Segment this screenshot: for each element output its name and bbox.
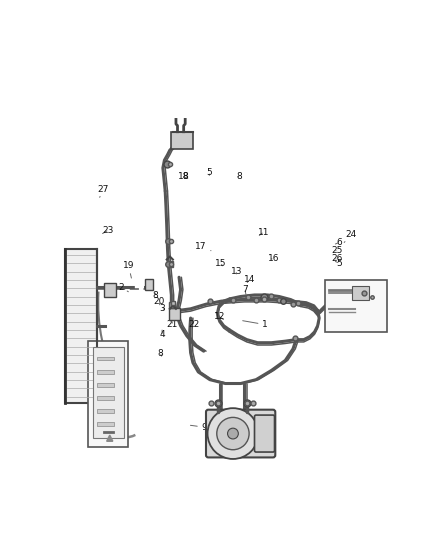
Text: 17: 17 xyxy=(195,242,211,251)
Polygon shape xyxy=(107,435,113,441)
Bar xyxy=(169,308,180,320)
Bar xyxy=(97,422,114,426)
Text: 5: 5 xyxy=(206,168,212,177)
Bar xyxy=(103,282,116,296)
Text: 10: 10 xyxy=(94,368,119,378)
Text: 8: 8 xyxy=(158,349,163,358)
Text: 27: 27 xyxy=(97,184,109,197)
Text: 19: 19 xyxy=(123,261,134,278)
Bar xyxy=(65,249,97,403)
Text: 24: 24 xyxy=(344,230,357,243)
Bar xyxy=(171,132,193,149)
Bar xyxy=(97,357,114,360)
Text: 8: 8 xyxy=(183,172,189,181)
Text: 25: 25 xyxy=(332,246,343,255)
Text: 21: 21 xyxy=(166,320,178,329)
Text: 16: 16 xyxy=(268,254,279,263)
Text: 7: 7 xyxy=(242,285,247,295)
Bar xyxy=(325,280,387,332)
FancyBboxPatch shape xyxy=(206,410,276,457)
Text: 23: 23 xyxy=(102,225,114,235)
Text: 1: 1 xyxy=(243,320,268,329)
Text: 8: 8 xyxy=(152,292,158,300)
Text: 12: 12 xyxy=(214,312,225,321)
Text: 3: 3 xyxy=(159,304,165,313)
Text: 20: 20 xyxy=(153,297,164,306)
Circle shape xyxy=(217,417,249,450)
Circle shape xyxy=(228,428,238,439)
Bar xyxy=(93,348,124,438)
Text: 26: 26 xyxy=(332,254,343,263)
Text: 2: 2 xyxy=(119,283,128,292)
FancyBboxPatch shape xyxy=(254,415,275,452)
Text: 4: 4 xyxy=(159,330,165,340)
Bar xyxy=(88,341,128,447)
Text: 22: 22 xyxy=(188,320,200,329)
Bar xyxy=(352,286,369,300)
Text: 6: 6 xyxy=(336,238,342,247)
Bar xyxy=(97,409,114,413)
Bar xyxy=(145,279,153,289)
Bar xyxy=(97,370,114,374)
Text: 14: 14 xyxy=(244,275,255,284)
Bar xyxy=(97,396,114,400)
Text: 15: 15 xyxy=(215,259,227,268)
Bar xyxy=(97,383,114,386)
Text: 18: 18 xyxy=(178,172,190,181)
Text: 8: 8 xyxy=(237,172,243,181)
Text: 11: 11 xyxy=(258,228,269,237)
Text: 5: 5 xyxy=(336,259,342,268)
Text: 9: 9 xyxy=(191,423,207,432)
Circle shape xyxy=(208,408,258,459)
Text: 13: 13 xyxy=(230,266,242,276)
